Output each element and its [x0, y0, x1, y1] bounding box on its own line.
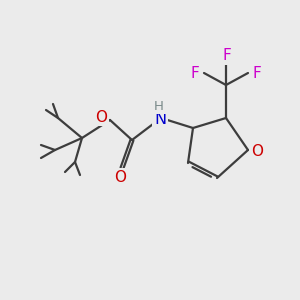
- Text: F: F: [190, 67, 200, 82]
- Text: O: O: [251, 143, 263, 158]
- Text: O: O: [114, 169, 126, 184]
- Text: O: O: [95, 110, 107, 124]
- Text: F: F: [253, 67, 261, 82]
- Text: H: H: [154, 100, 164, 112]
- Text: N: N: [154, 112, 166, 127]
- Text: F: F: [223, 49, 231, 64]
